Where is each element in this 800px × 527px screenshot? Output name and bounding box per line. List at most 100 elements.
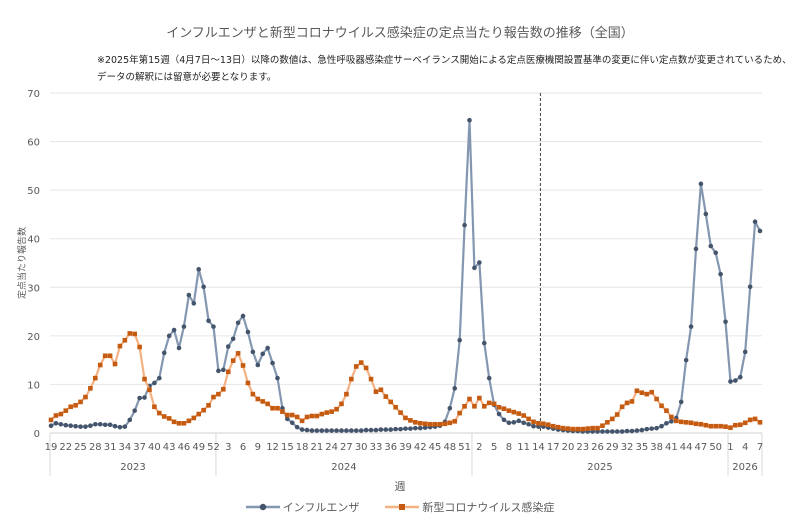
x-tick-label: 1: [727, 442, 733, 453]
x-tick-label: 17: [547, 442, 560, 453]
data-point-covid: [329, 409, 334, 414]
x-tick-label: 38: [650, 442, 663, 453]
legend-item-influenza[interactable]: インフルエンザ: [245, 499, 359, 515]
data-point-influenza: [422, 425, 428, 430]
data-point-covid: [294, 414, 300, 420]
data-point-covid: [462, 403, 467, 409]
data-point-covid: [595, 425, 600, 431]
x-tick-label: 46: [178, 442, 191, 453]
data-point-covid: [122, 337, 128, 343]
data-point-influenza: [142, 395, 147, 400]
data-point-covid: [250, 391, 256, 397]
data-point-covid: [614, 412, 620, 417]
data-point-influenza: [304, 427, 310, 433]
x-tick-label: 27: [340, 442, 353, 453]
data-point-covid: [211, 394, 216, 400]
data-point-covid: [585, 426, 590, 431]
legend-label-covid: 新型コロナウイルス感染症: [422, 501, 555, 514]
data-point-covid: [496, 404, 502, 410]
data-point-influenza: [462, 222, 467, 228]
data-point-influenza: [408, 426, 413, 431]
x-tick-label: 49: [192, 442, 205, 453]
data-point-influenza: [747, 284, 753, 290]
data-point-covid: [393, 404, 398, 410]
data-point-covid: [531, 419, 536, 425]
data-point-influenza: [211, 324, 216, 329]
data-point-covid: [580, 426, 586, 432]
data-point-influenza: [733, 378, 738, 383]
x-tick-label: 20: [562, 442, 575, 453]
data-point-covid: [373, 389, 379, 395]
data-point-influenza: [506, 420, 512, 426]
data-point-covid: [408, 418, 413, 423]
data-point-covid: [363, 365, 369, 371]
data-point-covid: [334, 406, 339, 412]
x-tick-label: 21: [311, 442, 324, 453]
data-point-covid: [132, 331, 138, 337]
data-point-covid: [659, 403, 664, 409]
data-point-influenza: [53, 420, 59, 426]
data-point-covid: [53, 413, 59, 418]
data-point-covid: [240, 363, 246, 368]
data-point-covid: [147, 387, 152, 393]
data-point-covid: [447, 420, 453, 426]
data-point-covid: [309, 413, 315, 419]
data-point-influenza: [688, 324, 694, 329]
data-point-covid: [728, 425, 733, 430]
data-point-influenza: [339, 428, 344, 433]
x-tick-label: 8: [506, 442, 512, 453]
data-point-influenza: [299, 427, 305, 432]
data-point-influenza: [132, 408, 138, 413]
x-tick-label: 15: [281, 442, 294, 453]
x-tick-label: 48: [443, 442, 456, 453]
data-point-covid: [319, 411, 325, 417]
data-point-covid: [545, 422, 551, 428]
data-point-influenza: [718, 271, 723, 277]
data-point-covid: [270, 405, 275, 411]
data-point-influenza: [383, 427, 389, 432]
data-point-covid: [703, 422, 709, 428]
data-point-influenza: [78, 424, 83, 429]
data-point-influenza: [245, 329, 251, 335]
data-point-covid: [738, 422, 743, 428]
y-axis-title: 定点当たり報告数: [16, 227, 28, 299]
data-point-covid: [206, 403, 211, 408]
data-point-influenza: [516, 418, 522, 424]
x-tick-label: 31: [104, 442, 117, 453]
data-point-influenza: [413, 425, 418, 431]
x-tick-label: 45: [429, 442, 442, 453]
data-point-influenza: [654, 425, 659, 431]
data-point-influenza: [605, 429, 610, 434]
data-point-influenza: [176, 345, 182, 351]
data-point-covid: [688, 420, 694, 426]
chart-title: インフルエンザと新型コロナウイルス感染症の定点当たり報告数の推移（全国）: [166, 26, 634, 41]
data-point-covid: [654, 396, 659, 402]
data-point-covid: [747, 417, 753, 423]
data-point-influenza: [48, 423, 54, 429]
data-point-influenza: [289, 420, 295, 426]
data-point-influenza: [171, 327, 177, 333]
x-tick-label: 11: [517, 442, 530, 453]
data-point-covid: [506, 408, 512, 413]
year-label: 2026: [732, 462, 757, 473]
data-point-influenza: [664, 420, 669, 426]
data-point-covid: [422, 421, 428, 427]
data-point-covid: [166, 416, 172, 421]
data-point-influenza: [137, 395, 142, 401]
data-point-covid: [157, 410, 162, 416]
data-point-covid: [73, 403, 78, 408]
year-label: 2024: [331, 462, 356, 473]
data-point-influenza: [477, 260, 482, 265]
data-point-influenza: [639, 427, 645, 433]
data-point-influenza: [166, 333, 172, 339]
data-point-influenza: [634, 428, 640, 433]
data-point-influenza: [728, 379, 733, 384]
data-point-influenza: [619, 429, 625, 434]
legend-item-covid[interactable]: 新型コロナウイルス感染症: [385, 499, 554, 515]
data-point-covid: [181, 420, 187, 426]
x-tick-label: 22: [59, 442, 72, 453]
x-tick-label: 6: [240, 442, 246, 453]
x-tick-label: 28: [89, 442, 102, 453]
data-point-covid: [58, 411, 64, 417]
